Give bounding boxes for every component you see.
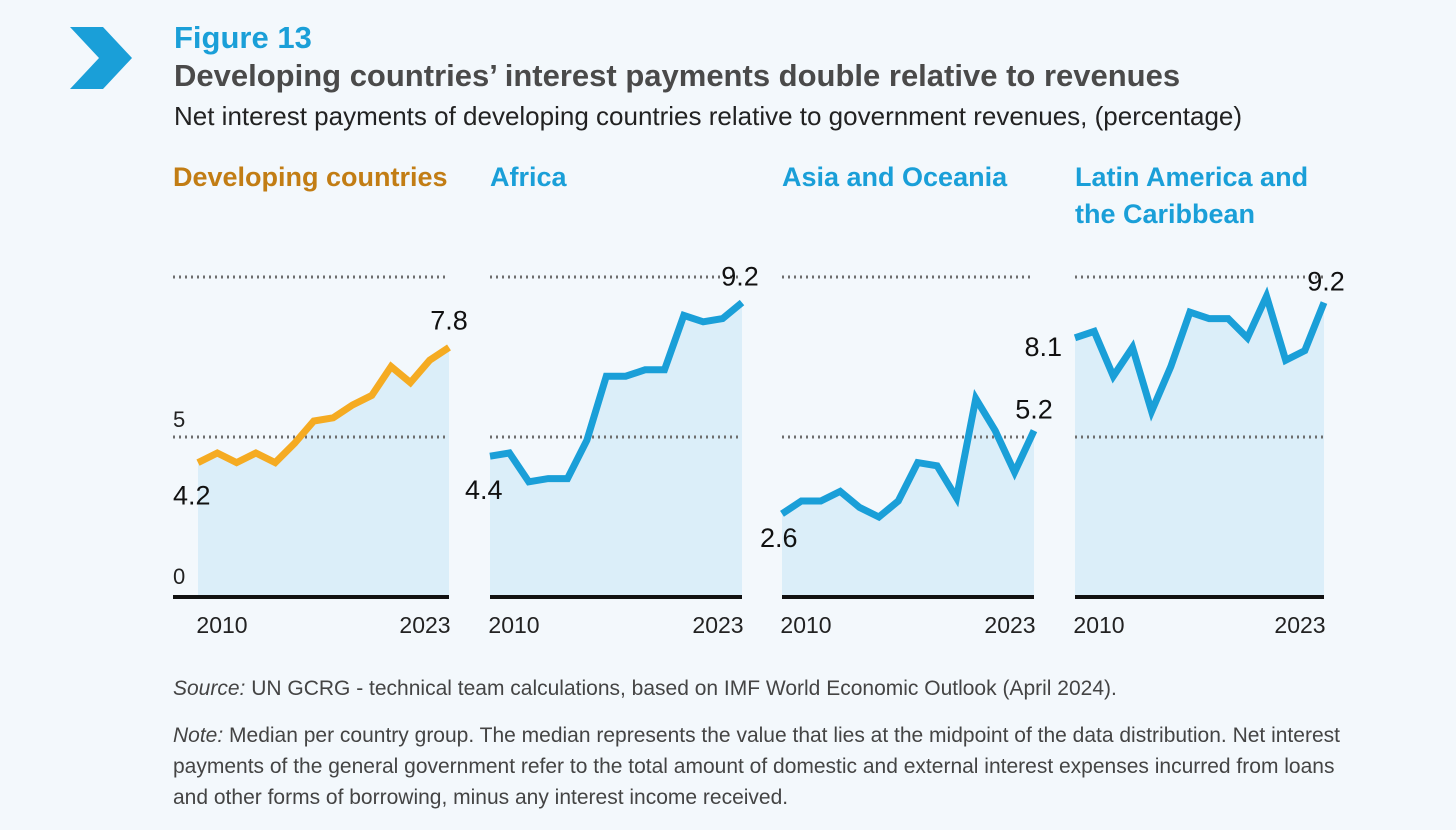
panel-title-africa: Africa — [490, 162, 567, 192]
end-value-label: 7.8 — [430, 305, 468, 335]
y-tick-label-5: 5 — [173, 407, 185, 432]
series-line — [1073, 286, 1328, 422]
x-tick-label-end: 2023 — [984, 612, 1035, 638]
x-tick-label-start: 2010 — [196, 612, 247, 638]
x-tick-label-start: 2010 — [780, 612, 831, 638]
panel-title-asia-oceania: Asia and Oceania — [782, 162, 1008, 192]
note-text-block: Note: Median per country group. The medi… — [173, 720, 1373, 813]
source-note: Source: UN GCRG - technical team calcula… — [173, 673, 1373, 704]
end-value-label: 9.2 — [721, 262, 759, 292]
figure-subtitle: Net interest payments of developing coun… — [174, 101, 1243, 131]
panel-title-developing-countries: Developing countries — [173, 162, 448, 192]
x-tick-label-end: 2023 — [1274, 612, 1325, 638]
x-tick-label-end: 2023 — [692, 612, 743, 638]
panel-3: 8.1 9.2 2010 2023 — [1024, 267, 1344, 638]
start-value-label: 2.6 — [760, 523, 798, 553]
end-value-label: 9.2 — [1307, 267, 1345, 297]
figure-label: Figure 13 — [174, 20, 312, 55]
panel-0: 4.2 7.8 2010 2023 0 5 — [173, 275, 468, 638]
note-label: Note: — [173, 724, 224, 747]
end-value-label: 5.2 — [1015, 395, 1053, 425]
chevron-arrow-icon — [70, 27, 132, 89]
panel-title-line-2: the Caribbean — [1075, 199, 1256, 229]
panel-title-latin-america: Latin America and the Caribbean — [1075, 159, 1308, 233]
series-line — [196, 344, 451, 467]
x-tick-label-start: 2010 — [1073, 612, 1124, 638]
start-value-label: 4.2 — [173, 481, 211, 511]
figure-title: Developing countries’ interest payments … — [174, 58, 1181, 93]
panel-2: 2.6 5.2 2010 2023 — [760, 275, 1053, 638]
source-label: Source: — [173, 677, 246, 700]
panel-title-line-1: Latin America and — [1075, 162, 1309, 192]
series-line — [780, 389, 1038, 522]
x-tick-label-end: 2023 — [399, 612, 450, 638]
area-fill — [1075, 296, 1324, 597]
y-tick-label-0: 0 — [173, 564, 185, 589]
series-line — [489, 299, 745, 486]
start-value-label: 4.4 — [465, 475, 503, 505]
source-text: UN GCRG - technical team calculations, b… — [245, 677, 1117, 700]
area-fill — [198, 347, 449, 597]
start-value-label: 8.1 — [1024, 332, 1062, 362]
x-tick-label-start: 2010 — [488, 612, 539, 638]
area-fill — [782, 398, 1034, 597]
area-fill — [490, 302, 742, 597]
note-text: Median per country group. The median rep… — [173, 724, 1340, 809]
panel-1: 4.4 9.2 2010 2023 — [465, 262, 759, 638]
